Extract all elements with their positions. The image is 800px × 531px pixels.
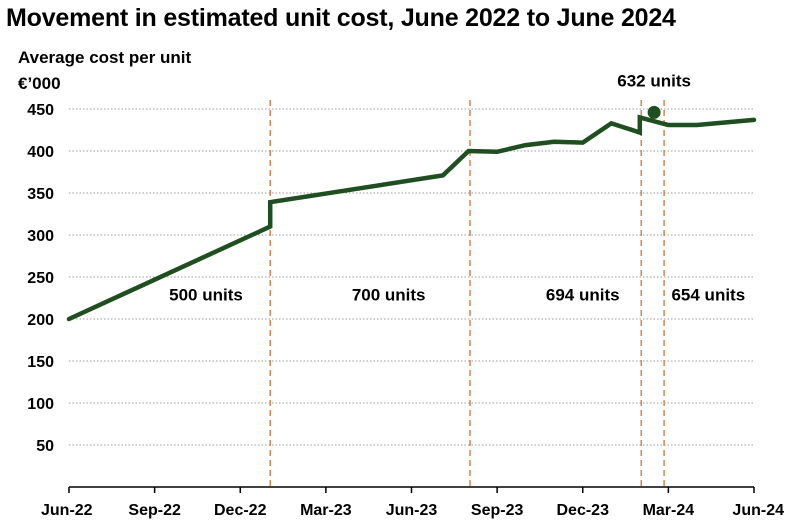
x-tick-label: Sep-22 bbox=[128, 502, 181, 519]
chart-title: Movement in estimated unit cost, June 20… bbox=[6, 4, 676, 32]
segment-label: 500 units bbox=[169, 286, 243, 305]
x-tick-label: Jun-22 bbox=[41, 502, 93, 519]
y-axis-label: Average cost per unit bbox=[18, 48, 192, 67]
x-tick-label: Mar-24 bbox=[643, 502, 695, 519]
y-axis-unit: €’000 bbox=[18, 74, 61, 93]
y-tick-label: 350 bbox=[27, 186, 54, 203]
y-tick-label: 50 bbox=[36, 438, 54, 455]
annotation-marker bbox=[647, 105, 661, 119]
segment-label: 654 units bbox=[671, 286, 745, 305]
annotation-label: 632 units bbox=[617, 71, 691, 90]
y-tick-label: 200 bbox=[27, 312, 54, 329]
x-tick-label: Dec-22 bbox=[214, 502, 267, 519]
y-tick-label: 150 bbox=[27, 354, 54, 371]
y-tick-label: 450 bbox=[27, 102, 54, 119]
y-tick-label: 250 bbox=[27, 270, 54, 287]
y-tick-label: 400 bbox=[27, 144, 54, 161]
series-line bbox=[66, 114, 757, 322]
x-tick-label: Jun-23 bbox=[386, 502, 438, 519]
y-tick-label: 100 bbox=[27, 396, 54, 413]
x-tick-label: Jun-24 bbox=[732, 502, 784, 519]
y-tick-label: 300 bbox=[27, 228, 54, 245]
segment-label: 694 units bbox=[546, 286, 620, 305]
x-tick-label: Mar-23 bbox=[300, 502, 352, 519]
segment-label: 700 units bbox=[352, 286, 426, 305]
x-tick-label: Dec-23 bbox=[557, 502, 610, 519]
x-tick-label: Sep-23 bbox=[471, 502, 524, 519]
